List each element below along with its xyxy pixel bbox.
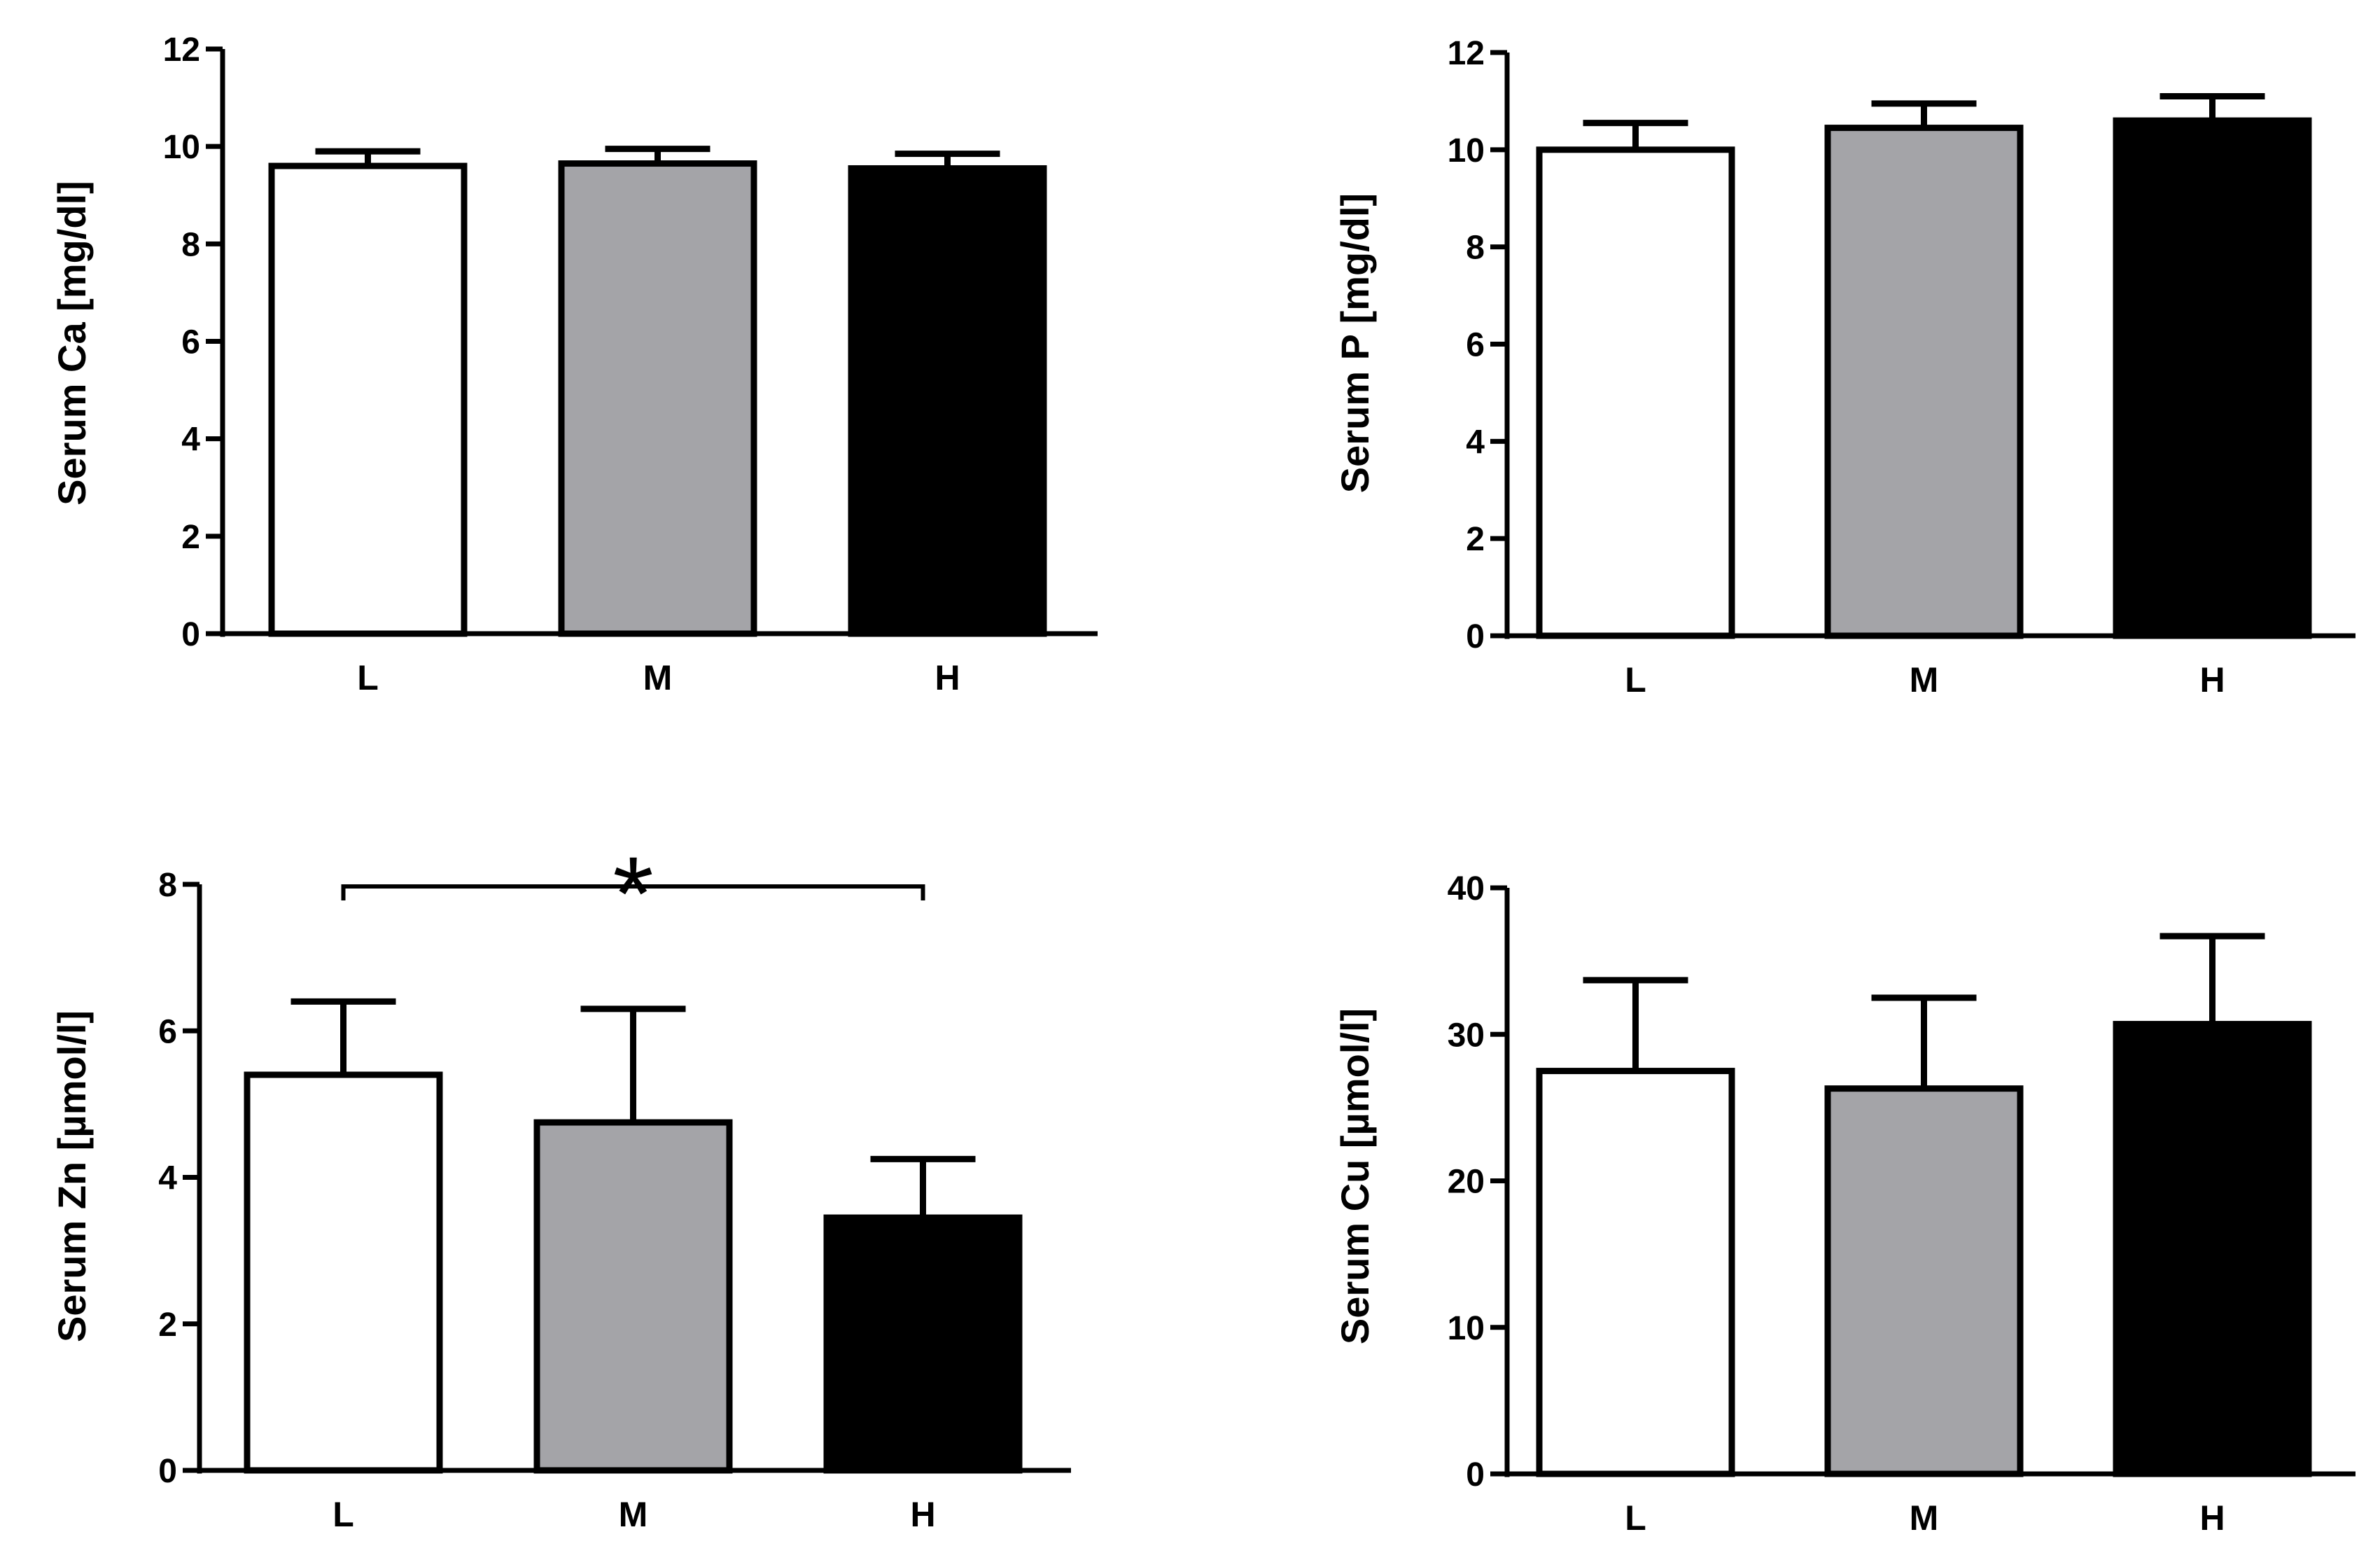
x-category-label: L	[332, 1495, 354, 1534]
y-tick-label: 40	[1448, 870, 1485, 907]
panel-serum-cu: Serum Cu [µmol/l] 0 10 20 30 40 L M H	[1333, 870, 2356, 1538]
bar-m	[558, 160, 757, 637]
x-category-label: H	[910, 1495, 935, 1534]
bar-m	[533, 1119, 733, 1474]
y-tick-label: 20	[1448, 1164, 1485, 1201]
x-category-label: M	[1910, 1498, 1939, 1538]
y-axis-title: Serum P [mg/dl]	[1333, 193, 1377, 493]
x-category-label: L	[357, 658, 379, 697]
y-tick-label: 6	[1466, 327, 1485, 364]
y-tick-label: 2	[181, 519, 200, 556]
y-tick-label: 4	[1466, 424, 1485, 461]
y-axis-title: Serum Ca [mg/dl]	[50, 181, 94, 506]
bar-h	[2113, 1021, 2312, 1477]
y-tick-label: 8	[181, 226, 200, 263]
y-tick-label: 10	[1448, 1310, 1485, 1347]
y-tick-label: 4	[158, 1160, 177, 1197]
y-tick-label: 4	[181, 422, 200, 459]
x-category-label: L	[1625, 660, 1646, 699]
y-tick-label: 0	[181, 616, 200, 653]
x-category-label: M	[619, 1495, 648, 1534]
y-tick-label: 12	[1448, 35, 1485, 72]
x-category-label: M	[643, 658, 673, 697]
significance-bracket	[341, 884, 925, 900]
panel-serum-zn: Serum Zn [µmol/l] 0 2 4 6 8 L M H *	[50, 835, 1071, 1534]
y-tick-label: 10	[1448, 132, 1485, 169]
x-category-label: L	[1625, 1498, 1646, 1538]
y-axis-title: Serum Zn [µmol/l]	[50, 1010, 94, 1342]
x-category-label: M	[1910, 660, 1939, 699]
y-tick-label: 12	[163, 32, 200, 69]
panel-serum-ca: Serum Ca [mg/dl] 0 2 4 6 8 10 12 L M H	[50, 32, 1098, 697]
y-tick-label: 2	[1466, 521, 1485, 558]
bar-l	[244, 1071, 443, 1474]
bar-l	[268, 162, 468, 637]
y-tick-label: 0	[1466, 618, 1485, 655]
y-tick-label: 0	[158, 1453, 177, 1490]
bar-m	[1824, 125, 2024, 639]
x-category-label: H	[2199, 660, 2225, 699]
bar-h	[2113, 117, 2312, 639]
y-tick-label: 10	[163, 129, 200, 166]
y-tick-label: 2	[158, 1307, 177, 1344]
y-axis-title: Serum Cu [µmol/l]	[1333, 1008, 1377, 1344]
y-tick-label: 30	[1448, 1017, 1485, 1054]
x-category-label: H	[934, 658, 960, 697]
bar-h	[823, 1214, 1023, 1474]
y-tick-label: 0	[1466, 1456, 1485, 1493]
bar-h	[848, 165, 1047, 637]
bar-l	[1536, 146, 1735, 639]
significance-star: *	[612, 835, 653, 952]
y-tick-label: 6	[181, 324, 200, 361]
y-tick-label: 6	[158, 1013, 177, 1050]
bar-l	[1536, 1068, 1735, 1477]
x-category-label: H	[2199, 1498, 2225, 1538]
y-tick-label: 8	[158, 867, 177, 904]
y-tick-label: 8	[1466, 230, 1485, 267]
bar-m	[1824, 1085, 2024, 1477]
panel-serum-p: Serum P [mg/dl] 0 2 4 6 8 10 12 L M H	[1333, 35, 2356, 699]
